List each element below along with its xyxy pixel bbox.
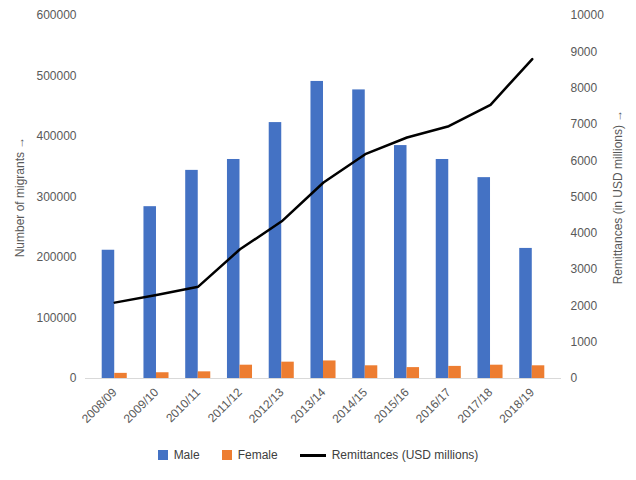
svg-text:2012/13: 2012/13 <box>246 385 287 426</box>
svg-text:2009/10: 2009/10 <box>121 385 162 426</box>
svg-text:0: 0 <box>571 371 578 385</box>
svg-text:2014/15: 2014/15 <box>330 385 371 426</box>
svg-text:7000: 7000 <box>571 117 598 131</box>
svg-text:2013/14: 2013/14 <box>288 385 329 426</box>
svg-text:100000: 100000 <box>36 311 76 325</box>
html-text:Remittances (USD millions): Remittances (USD millions) <box>331 448 479 462</box>
svg-text:2010/11: 2010/11 <box>163 385 203 425</box>
html-text:Male: Male <box>173 448 200 462</box>
svg-text:Number of migrants →: Number of migrants → <box>13 137 27 258</box>
html-text:Female: Female <box>237 448 278 462</box>
svg-text:0: 0 <box>70 371 77 385</box>
svg-text:10000: 10000 <box>571 8 605 22</box>
svg-text:2018/19: 2018/19 <box>497 385 538 426</box>
svg-text:8000: 8000 <box>571 81 598 95</box>
svg-text:2011/12: 2011/12 <box>205 385 245 425</box>
svg-text:400000: 400000 <box>36 129 76 143</box>
svg-text:3000: 3000 <box>571 262 598 276</box>
svg-text:1000: 1000 <box>571 335 598 349</box>
svg-text:5000: 5000 <box>571 190 598 204</box>
svg-text:Remittances (in USD millions): Remittances (in USD millions) → <box>611 110 625 285</box>
svg-text:2016/17: 2016/17 <box>413 385 454 426</box>
svg-text:4000: 4000 <box>571 226 598 240</box>
svg-text:300000: 300000 <box>36 190 76 204</box>
svg-text:2000: 2000 <box>571 299 598 313</box>
svg-text:6000: 6000 <box>571 154 598 168</box>
svg-text:500000: 500000 <box>36 69 76 83</box>
svg-text:2008/09: 2008/09 <box>79 385 120 426</box>
svg-text:2017/18: 2017/18 <box>455 385 496 426</box>
svg-text:200000: 200000 <box>36 250 76 264</box>
svg-text:600000: 600000 <box>36 8 76 22</box>
svg-text:9000: 9000 <box>571 45 598 59</box>
svg-text:2015/16: 2015/16 <box>371 385 412 426</box>
